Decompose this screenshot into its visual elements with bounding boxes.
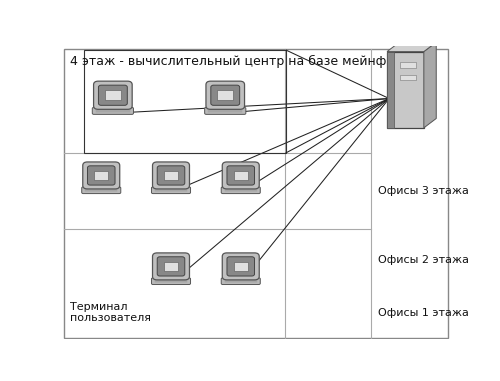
Polygon shape: [166, 186, 175, 188]
Bar: [164, 262, 178, 271]
Polygon shape: [387, 42, 436, 51]
FancyBboxPatch shape: [211, 85, 240, 105]
FancyBboxPatch shape: [152, 278, 190, 285]
Polygon shape: [236, 276, 246, 279]
FancyBboxPatch shape: [88, 166, 115, 185]
FancyBboxPatch shape: [157, 257, 185, 276]
Polygon shape: [96, 186, 106, 188]
Bar: [234, 262, 248, 271]
FancyBboxPatch shape: [221, 187, 260, 194]
FancyBboxPatch shape: [227, 166, 254, 185]
FancyBboxPatch shape: [92, 107, 134, 114]
Text: 4 этаж - вычислительный центр на базе мейнфрейма: 4 этаж - вычислительный центр на базе ме…: [70, 55, 428, 69]
Bar: [387, 51, 394, 128]
Polygon shape: [424, 42, 436, 128]
FancyBboxPatch shape: [157, 166, 185, 185]
Text: Офисы 1 этажа: Офисы 1 этажа: [378, 308, 469, 318]
FancyBboxPatch shape: [83, 162, 120, 189]
Bar: [105, 90, 120, 100]
FancyBboxPatch shape: [206, 81, 244, 109]
FancyBboxPatch shape: [152, 162, 190, 189]
Bar: [234, 171, 248, 180]
Bar: [164, 171, 178, 180]
Bar: [387, 51, 424, 128]
FancyBboxPatch shape: [204, 107, 246, 114]
Text: Терминал
пользователя: Терминал пользователя: [70, 302, 151, 323]
FancyBboxPatch shape: [222, 253, 259, 280]
FancyBboxPatch shape: [227, 257, 254, 276]
FancyBboxPatch shape: [94, 81, 132, 109]
Bar: [94, 171, 108, 180]
Polygon shape: [236, 186, 246, 188]
Bar: [400, 62, 416, 68]
Polygon shape: [220, 106, 230, 109]
FancyBboxPatch shape: [152, 187, 190, 194]
Bar: [84, 50, 286, 153]
Polygon shape: [166, 276, 175, 279]
Text: Офисы 3 этажа: Офисы 3 этажа: [378, 186, 469, 196]
FancyBboxPatch shape: [222, 162, 259, 189]
Bar: [400, 75, 416, 80]
FancyBboxPatch shape: [221, 278, 260, 285]
Bar: [218, 90, 233, 100]
Polygon shape: [108, 106, 118, 109]
FancyBboxPatch shape: [82, 187, 121, 194]
FancyBboxPatch shape: [152, 253, 190, 280]
FancyBboxPatch shape: [98, 85, 128, 105]
Text: Офисы 2 этажа: Офисы 2 этажа: [378, 255, 470, 265]
